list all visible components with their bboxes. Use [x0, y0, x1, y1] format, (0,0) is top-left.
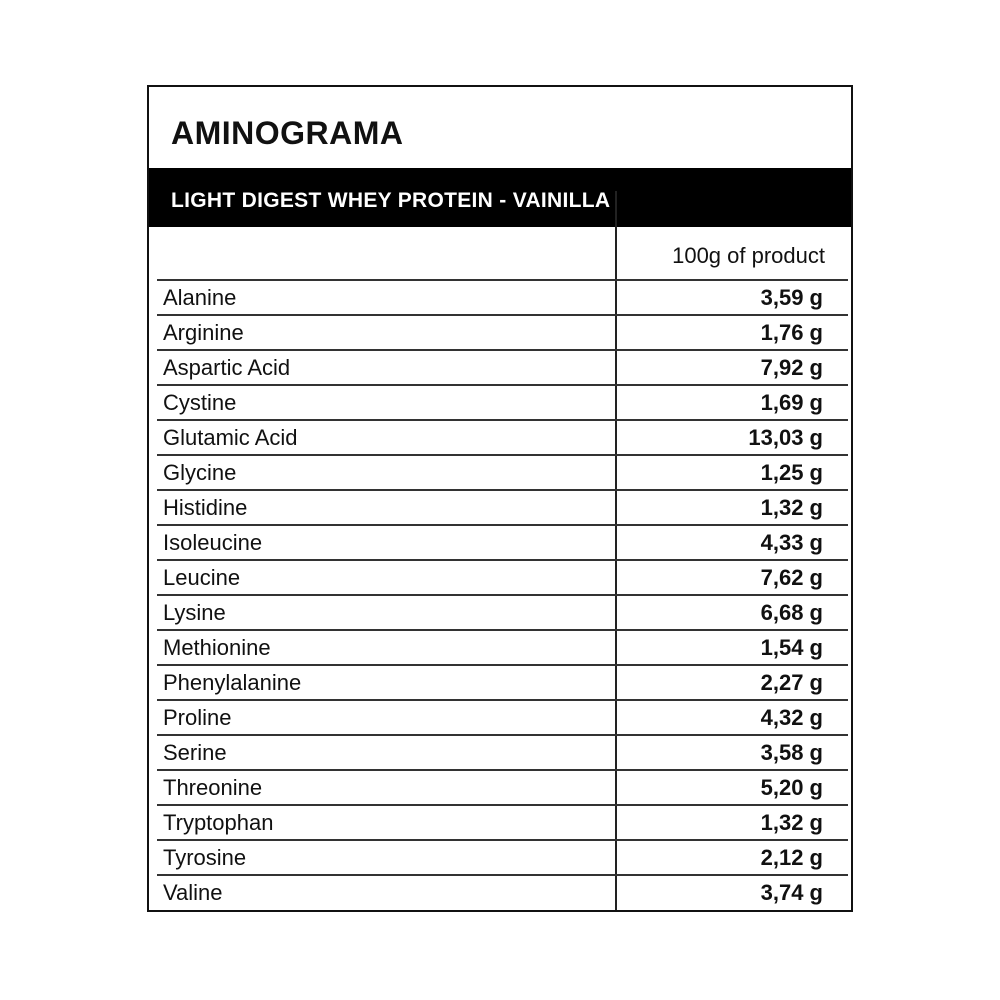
amino-acid-name: Leucine: [163, 565, 241, 590]
amino-acid-name: Methionine: [163, 635, 271, 660]
table-row: Lysine 6,68 g: [157, 594, 848, 629]
amino-acid-value: 7,92 g: [760, 355, 823, 380]
amino-acid-name: Lysine: [163, 600, 226, 625]
amino-acid-value: 2,12 g: [760, 845, 823, 870]
table-row: Valine 3,74 g: [157, 874, 848, 909]
column-header: 100g of product: [672, 243, 825, 268]
amino-acid-value: 4,32 g: [760, 705, 823, 730]
amino-acid-value: 2,27 g: [760, 670, 823, 695]
table-row: Aspartic Acid 7,92 g: [157, 349, 848, 384]
product-band: LIGHT DIGEST WHEY PROTEIN - VAINILLA: [149, 168, 851, 227]
table-title: AMINOGRAMA: [171, 115, 404, 151]
amino-acid-name: Tryptophan: [163, 810, 274, 835]
amino-acid-value: 6,68 g: [760, 600, 823, 625]
amino-acid-name: Histidine: [163, 495, 248, 520]
amino-acid-value: 1,32 g: [760, 495, 823, 520]
table-row: Histidine 1,32 g: [157, 489, 848, 524]
table-row: Glutamic Acid 13,03 g: [157, 419, 848, 454]
amino-acid-value: 3,74 g: [760, 880, 823, 905]
table-row: Tryptophan 1,32 g: [157, 804, 848, 839]
amino-acid-name: Proline: [163, 705, 232, 730]
amino-acid-name: Serine: [163, 740, 227, 765]
table-row: Cystine 1,69 g: [157, 384, 848, 419]
amino-acid-name: Arginine: [163, 320, 244, 345]
table-row: Isoleucine 4,33 g: [157, 524, 848, 559]
amino-acid-value: 1,54 g: [760, 635, 823, 660]
amino-acid-value: 1,76 g: [760, 320, 823, 345]
table-row: Methionine 1,54 g: [157, 629, 848, 664]
amino-acid-name: Tyrosine: [163, 845, 247, 870]
table-row: Glycine 1,25 g: [157, 454, 848, 489]
table-row: Threonine 5,20 g: [157, 769, 848, 804]
amino-acid-value: 1,69 g: [760, 390, 823, 415]
table-row: Tyrosine 2,12 g: [157, 839, 848, 874]
table-row: Leucine 7,62 g: [157, 559, 848, 594]
aminogram-table: AMINOGRAMA LIGHT DIGEST WHEY PROTEIN - V…: [147, 85, 853, 912]
amino-acid-value: 7,62 g: [760, 565, 823, 590]
amino-acid-name: Aspartic Acid: [163, 355, 291, 380]
column-divider: [615, 191, 617, 910]
amino-acid-value: 3,58 g: [760, 740, 823, 765]
table-row: Proline 4,32 g: [157, 699, 848, 734]
amino-acid-value: 13,03 g: [748, 425, 823, 450]
amino-acid-name: Isoleucine: [163, 530, 263, 555]
amino-acid-name: Cystine: [163, 390, 237, 415]
table-row: Alanine 3,59 g: [157, 279, 848, 314]
amino-acid-name: Phenylalanine: [163, 670, 302, 695]
amino-acid-value: 3,59 g: [760, 285, 823, 310]
amino-acid-name: Glycine: [163, 460, 237, 485]
amino-acid-name: Alanine: [163, 285, 237, 310]
amino-acid-name: Valine: [163, 880, 223, 905]
amino-acid-value: 1,25 g: [760, 460, 823, 485]
amino-acid-value: 1,32 g: [760, 810, 823, 835]
product-name: LIGHT DIGEST WHEY PROTEIN - VAINILLA: [171, 189, 611, 212]
table-row: Phenylalanine 2,27 g: [157, 664, 848, 699]
amino-acid-value: 4,33 g: [760, 530, 823, 555]
amino-acid-value: 5,20 g: [760, 775, 823, 800]
table-row: Serine 3,58 g: [157, 734, 848, 769]
amino-acid-name: Threonine: [163, 775, 263, 800]
table-row: Arginine 1,76 g: [157, 314, 848, 349]
amino-acid-name: Glutamic Acid: [163, 425, 298, 450]
